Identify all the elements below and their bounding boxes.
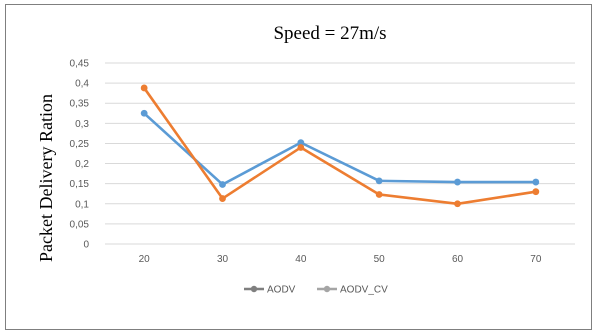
legend: AODV AODV_CV <box>244 285 388 296</box>
y-tick-label: 0,45 <box>70 59 90 70</box>
y-axis-label: Packet Delivery Ration <box>36 94 56 262</box>
x-tick-label: 50 <box>374 254 386 265</box>
chart-title: Speed = 27m/s <box>273 23 386 44</box>
gridlines <box>105 62 575 245</box>
series-lines <box>140 84 540 208</box>
data-point <box>454 200 461 208</box>
y-tick-label: 0 <box>83 240 89 251</box>
data-point <box>297 139 305 147</box>
y-tick-label: 0,2 <box>75 159 89 170</box>
data-point <box>219 181 226 188</box>
legend-item: AODV_CV <box>317 285 388 296</box>
data-point <box>454 178 461 186</box>
data-point <box>140 109 148 117</box>
x-tick-label: 20 <box>139 254 151 265</box>
y-tick-label: 0,35 <box>70 99 90 110</box>
x-tick-labels: 20 30 40 50 60 70 <box>139 254 542 265</box>
data-point <box>140 84 148 92</box>
x-tick-label: 70 <box>530 254 542 265</box>
data-point <box>532 188 540 196</box>
legend-label: AODV <box>267 285 296 296</box>
legend-label: AODV_CV <box>340 285 388 296</box>
legend-marker <box>323 285 331 293</box>
series-aodv <box>140 109 540 188</box>
y-tick-label: 0,05 <box>70 219 90 230</box>
legend-item: AODV <box>244 285 296 296</box>
chart-frame <box>5 4 592 330</box>
y-tick-label: 0,4 <box>75 79 89 90</box>
legend-marker <box>250 285 258 293</box>
data-point <box>375 177 383 185</box>
y-tick-label: 0,25 <box>70 139 90 150</box>
series-line <box>143 87 537 206</box>
x-tick-label: 40 <box>295 254 307 265</box>
y-tick-label: 0,15 <box>70 179 90 190</box>
series-aodv-cv <box>140 84 540 208</box>
data-point <box>375 191 383 198</box>
data-point <box>297 144 305 151</box>
data-point <box>219 195 226 202</box>
y-tick-label: 0,1 <box>75 199 89 210</box>
x-tick-label: 30 <box>217 254 229 265</box>
x-tick-label: 60 <box>452 254 464 265</box>
y-tick-labels: 0 0,05 0,1 0,15 0,2 0,25 0,3 0,35 0,4 0,45 <box>70 59 90 251</box>
series-line <box>143 112 536 186</box>
data-point <box>532 178 540 186</box>
y-tick-label: 0,3 <box>75 119 89 130</box>
